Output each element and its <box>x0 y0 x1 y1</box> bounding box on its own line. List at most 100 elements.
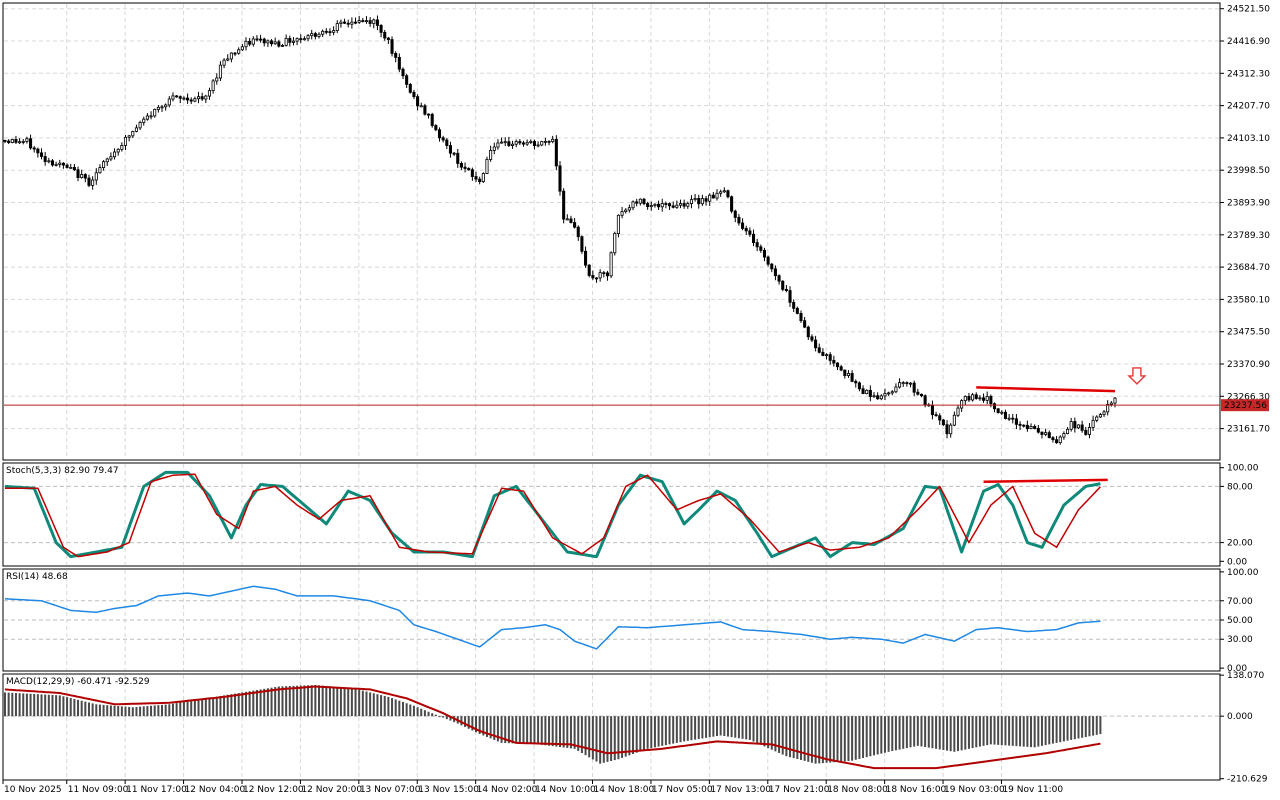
macd-histogram-bar <box>383 695 386 717</box>
candle-up <box>91 179 95 186</box>
macd-histogram-bar <box>1073 716 1076 740</box>
candle-up <box>609 252 613 277</box>
candle-down <box>982 397 986 401</box>
candle-down <box>916 391 920 395</box>
candle-down <box>532 141 536 146</box>
candle-down <box>1055 439 1059 444</box>
candle-down <box>397 57 401 70</box>
macd-histogram-bar <box>431 713 434 717</box>
macd-histogram-bar <box>372 693 375 717</box>
candle-down <box>945 424 949 435</box>
macd-histogram-bar <box>215 696 218 717</box>
candle-up <box>240 46 244 51</box>
candle-up <box>273 41 277 45</box>
candle-down <box>277 41 281 47</box>
candle-up <box>113 151 117 158</box>
macd-histogram-bar <box>664 716 667 746</box>
candle-up <box>653 203 657 206</box>
macd-histogram-bar <box>1070 716 1073 740</box>
macd-histogram-bar <box>876 716 879 755</box>
candle-up <box>722 190 726 193</box>
macd-histogram-bar <box>482 716 485 736</box>
candle-up <box>156 106 160 110</box>
rsi-tick-label: 50.00 <box>1227 616 1253 626</box>
candle-up <box>127 135 131 138</box>
macd-histogram-bar <box>241 692 244 717</box>
macd-histogram-bar <box>617 716 620 760</box>
candle-down <box>259 38 263 41</box>
macd-histogram-bar <box>515 716 518 744</box>
macd-histogram-bar <box>14 693 17 717</box>
candle-up <box>47 160 51 163</box>
candle-down <box>186 97 190 101</box>
candle-up <box>222 59 226 66</box>
sell-arrow-icon[interactable] <box>1127 367 1147 385</box>
macd-histogram-bar <box>343 687 346 717</box>
resistance-trendline[interactable] <box>976 386 1116 393</box>
candle-down <box>467 168 471 171</box>
stoch-label: Stoch(5,3,3) 82.90 79.47 <box>6 466 119 476</box>
macd-histogram-bar <box>840 716 843 762</box>
candle-down <box>375 19 379 26</box>
candle-down <box>788 290 792 303</box>
macd-histogram-bar <box>540 716 543 745</box>
macd-histogram-bar <box>621 716 624 758</box>
macd-histogram-bar <box>796 716 799 760</box>
macd-histogram-bar <box>555 716 558 747</box>
candle-up <box>825 354 829 357</box>
macd-histogram-bar <box>157 705 160 717</box>
macd-histogram-bar <box>248 691 251 717</box>
macd-histogram-bar <box>80 700 83 717</box>
macd-histogram-bar <box>887 716 890 752</box>
macd-histogram-bar <box>843 716 846 762</box>
price-tick-label: 24521.50 <box>1227 5 1270 15</box>
macd-histogram-bar <box>544 716 547 746</box>
candle-up <box>1069 421 1073 430</box>
candle-up <box>226 58 230 61</box>
macd-histogram-bar <box>164 704 167 717</box>
macd-histogram-bar <box>767 716 770 749</box>
candle-down <box>262 38 266 44</box>
candle-down <box>14 139 18 143</box>
candle-down <box>803 320 807 328</box>
candle-down <box>821 351 825 356</box>
macd-histogram-bar <box>3 692 7 717</box>
candle-down <box>576 226 580 238</box>
candle-down <box>459 163 463 168</box>
candle-down <box>974 394 978 399</box>
candle-up <box>536 144 540 147</box>
candle-down <box>368 20 372 24</box>
macd-histogram-bar <box>1055 716 1058 743</box>
candle-down <box>730 196 734 212</box>
macd-histogram-bar <box>354 688 357 717</box>
candle-up <box>1058 436 1062 444</box>
macd-histogram-bar <box>507 716 510 744</box>
candle-up <box>215 77 219 82</box>
macd-histogram-bar <box>577 716 580 751</box>
time-tick-label: 19 Nov 03:00 <box>944 785 1005 795</box>
candle-down <box>175 95 179 98</box>
candle-down <box>386 37 390 40</box>
candle-up <box>500 141 504 144</box>
candle-down <box>430 113 434 126</box>
candle-up <box>204 95 208 100</box>
candle-up <box>894 386 898 393</box>
price-tick-label: 24416.90 <box>1227 37 1270 47</box>
macd-histogram-bar <box>719 716 722 736</box>
price-tick-label: 23893.90 <box>1227 199 1270 209</box>
macd-histogram-bar <box>960 716 963 751</box>
macd-histogram-bar <box>87 702 90 717</box>
candle-up <box>638 198 642 204</box>
candle-down <box>434 125 438 131</box>
candle-up <box>883 392 887 397</box>
macd-histogram-bar <box>29 693 32 717</box>
stoch-trendline[interactable] <box>983 478 1108 483</box>
candle-down <box>463 166 467 169</box>
macd-histogram-bar <box>584 716 587 756</box>
candle-down <box>1036 428 1040 433</box>
candle-up <box>229 52 233 60</box>
candle-up <box>971 394 975 401</box>
macd-histogram-bar <box>971 716 974 749</box>
candle-down <box>255 38 259 41</box>
